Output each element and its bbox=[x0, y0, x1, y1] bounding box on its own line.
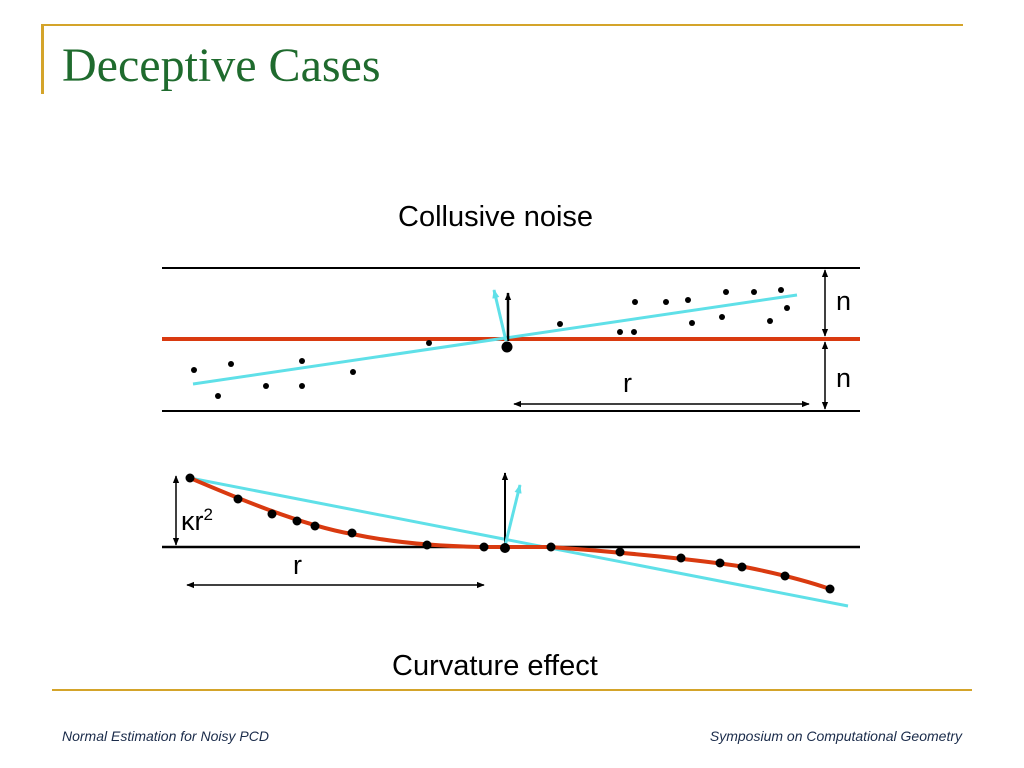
label-exponent: 2 bbox=[204, 505, 213, 524]
noise-point bbox=[689, 320, 695, 326]
footer-divider bbox=[52, 689, 972, 691]
label-r-bottom: r bbox=[293, 550, 302, 580]
noise-points bbox=[191, 287, 790, 399]
label-n-upper: n bbox=[836, 286, 851, 316]
noise-point bbox=[778, 287, 784, 293]
noise-point bbox=[215, 393, 221, 399]
noise-point bbox=[632, 299, 638, 305]
noise-point bbox=[299, 383, 305, 389]
sample-point bbox=[292, 516, 302, 526]
sample-point bbox=[233, 494, 243, 504]
noise-point bbox=[191, 367, 197, 373]
sample-point bbox=[546, 542, 556, 552]
sample-point bbox=[615, 547, 625, 557]
sample-point bbox=[737, 562, 747, 572]
noise-point bbox=[751, 289, 757, 295]
noise-point bbox=[784, 305, 790, 311]
sample-point bbox=[267, 509, 277, 519]
fitted-line bbox=[189, 476, 849, 608]
sample-point bbox=[676, 553, 686, 563]
noise-point bbox=[631, 329, 637, 335]
sample-point bbox=[422, 540, 432, 550]
noise-point bbox=[263, 383, 269, 389]
noise-point bbox=[719, 314, 725, 320]
sample-point bbox=[825, 584, 835, 594]
sample-points bbox=[185, 473, 835, 594]
label-kappa-r: κr bbox=[181, 506, 204, 536]
noise-point bbox=[723, 289, 729, 295]
estimated-normal-arrow bbox=[503, 484, 522, 547]
curvature-diagram: κr2 r bbox=[162, 472, 860, 608]
noise-point bbox=[299, 358, 305, 364]
noise-point bbox=[617, 329, 623, 335]
sample-point bbox=[347, 528, 357, 538]
center-point bbox=[501, 341, 513, 353]
noise-point bbox=[767, 318, 773, 324]
footer-left-text: Normal Estimation for Noisy PCD bbox=[62, 728, 269, 744]
noise-point bbox=[685, 297, 691, 303]
caption-collusive-noise: Collusive noise bbox=[398, 201, 594, 233]
estimated-normal-arrow bbox=[492, 289, 508, 342]
collusive-noise-diagram: n n r bbox=[162, 267, 860, 412]
noise-point bbox=[228, 361, 234, 367]
sample-point bbox=[715, 558, 725, 568]
sample-point bbox=[310, 521, 320, 531]
label-kappa-r-squared: κr2 bbox=[181, 505, 213, 536]
noise-point bbox=[663, 299, 669, 305]
sample-point bbox=[185, 473, 195, 483]
label-n-lower: n bbox=[836, 363, 851, 393]
caption-curvature-effect: Curvature effect bbox=[392, 650, 598, 682]
sample-point bbox=[479, 542, 489, 552]
center-point bbox=[500, 543, 510, 553]
slide-title: Deceptive Cases bbox=[62, 39, 381, 92]
fitted-line bbox=[192, 293, 798, 386]
noise-point bbox=[557, 321, 563, 327]
frame-accent-horizontal bbox=[41, 24, 963, 26]
curved-surface bbox=[189, 476, 831, 591]
label-r-top: r bbox=[623, 368, 632, 398]
sample-point bbox=[780, 571, 790, 581]
noise-point bbox=[426, 340, 432, 346]
frame-accent-vertical bbox=[41, 24, 44, 94]
noise-point bbox=[350, 369, 356, 375]
footer-right-text: Symposium on Computational Geometry bbox=[709, 728, 962, 744]
